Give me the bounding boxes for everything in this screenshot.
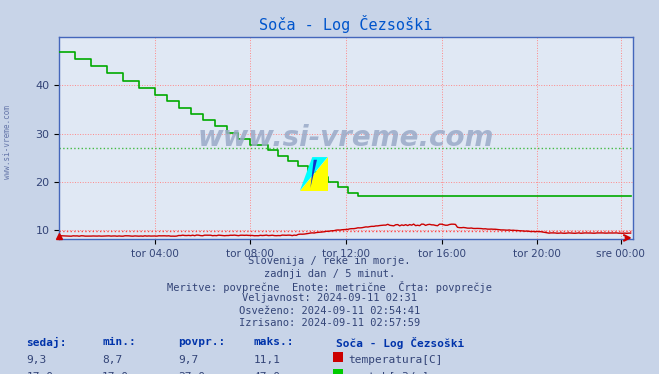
Text: www.si-vreme.com: www.si-vreme.com (3, 105, 13, 179)
Text: Slovenija / reke in morje.: Slovenija / reke in morje. (248, 256, 411, 266)
Text: Izrisano: 2024-09-11 02:57:59: Izrisano: 2024-09-11 02:57:59 (239, 318, 420, 328)
Text: www.si-vreme.com: www.si-vreme.com (198, 125, 494, 152)
Text: 8,7: 8,7 (102, 355, 123, 365)
Text: temperatura[C]: temperatura[C] (348, 355, 442, 365)
Polygon shape (300, 157, 328, 191)
Polygon shape (300, 157, 328, 191)
Text: 47,0: 47,0 (254, 372, 281, 374)
Text: Soča - Log Čezsoški: Soča - Log Čezsoški (336, 337, 465, 349)
Text: Veljavnost: 2024-09-11 02:31: Veljavnost: 2024-09-11 02:31 (242, 293, 417, 303)
Text: Meritve: povprečne  Enote: metrične  Črta: povprečje: Meritve: povprečne Enote: metrične Črta:… (167, 281, 492, 293)
Text: Osveženo: 2024-09-11 02:54:41: Osveženo: 2024-09-11 02:54:41 (239, 306, 420, 316)
Text: 27,0: 27,0 (178, 372, 205, 374)
Text: povpr.:: povpr.: (178, 337, 225, 347)
Text: pretok[m3/s]: pretok[m3/s] (348, 372, 429, 374)
Title: Soča - Log Čezsoški: Soča - Log Čezsoški (259, 15, 433, 33)
Text: 11,1: 11,1 (254, 355, 281, 365)
Text: min.:: min.: (102, 337, 136, 347)
Text: zadnji dan / 5 minut.: zadnji dan / 5 minut. (264, 269, 395, 279)
Text: 9,7: 9,7 (178, 355, 198, 365)
Text: sedaj:: sedaj: (26, 337, 67, 347)
Text: 17,0: 17,0 (26, 372, 53, 374)
Text: maks.:: maks.: (254, 337, 294, 347)
Text: 17,0: 17,0 (102, 372, 129, 374)
Polygon shape (310, 160, 317, 188)
Text: 9,3: 9,3 (26, 355, 47, 365)
